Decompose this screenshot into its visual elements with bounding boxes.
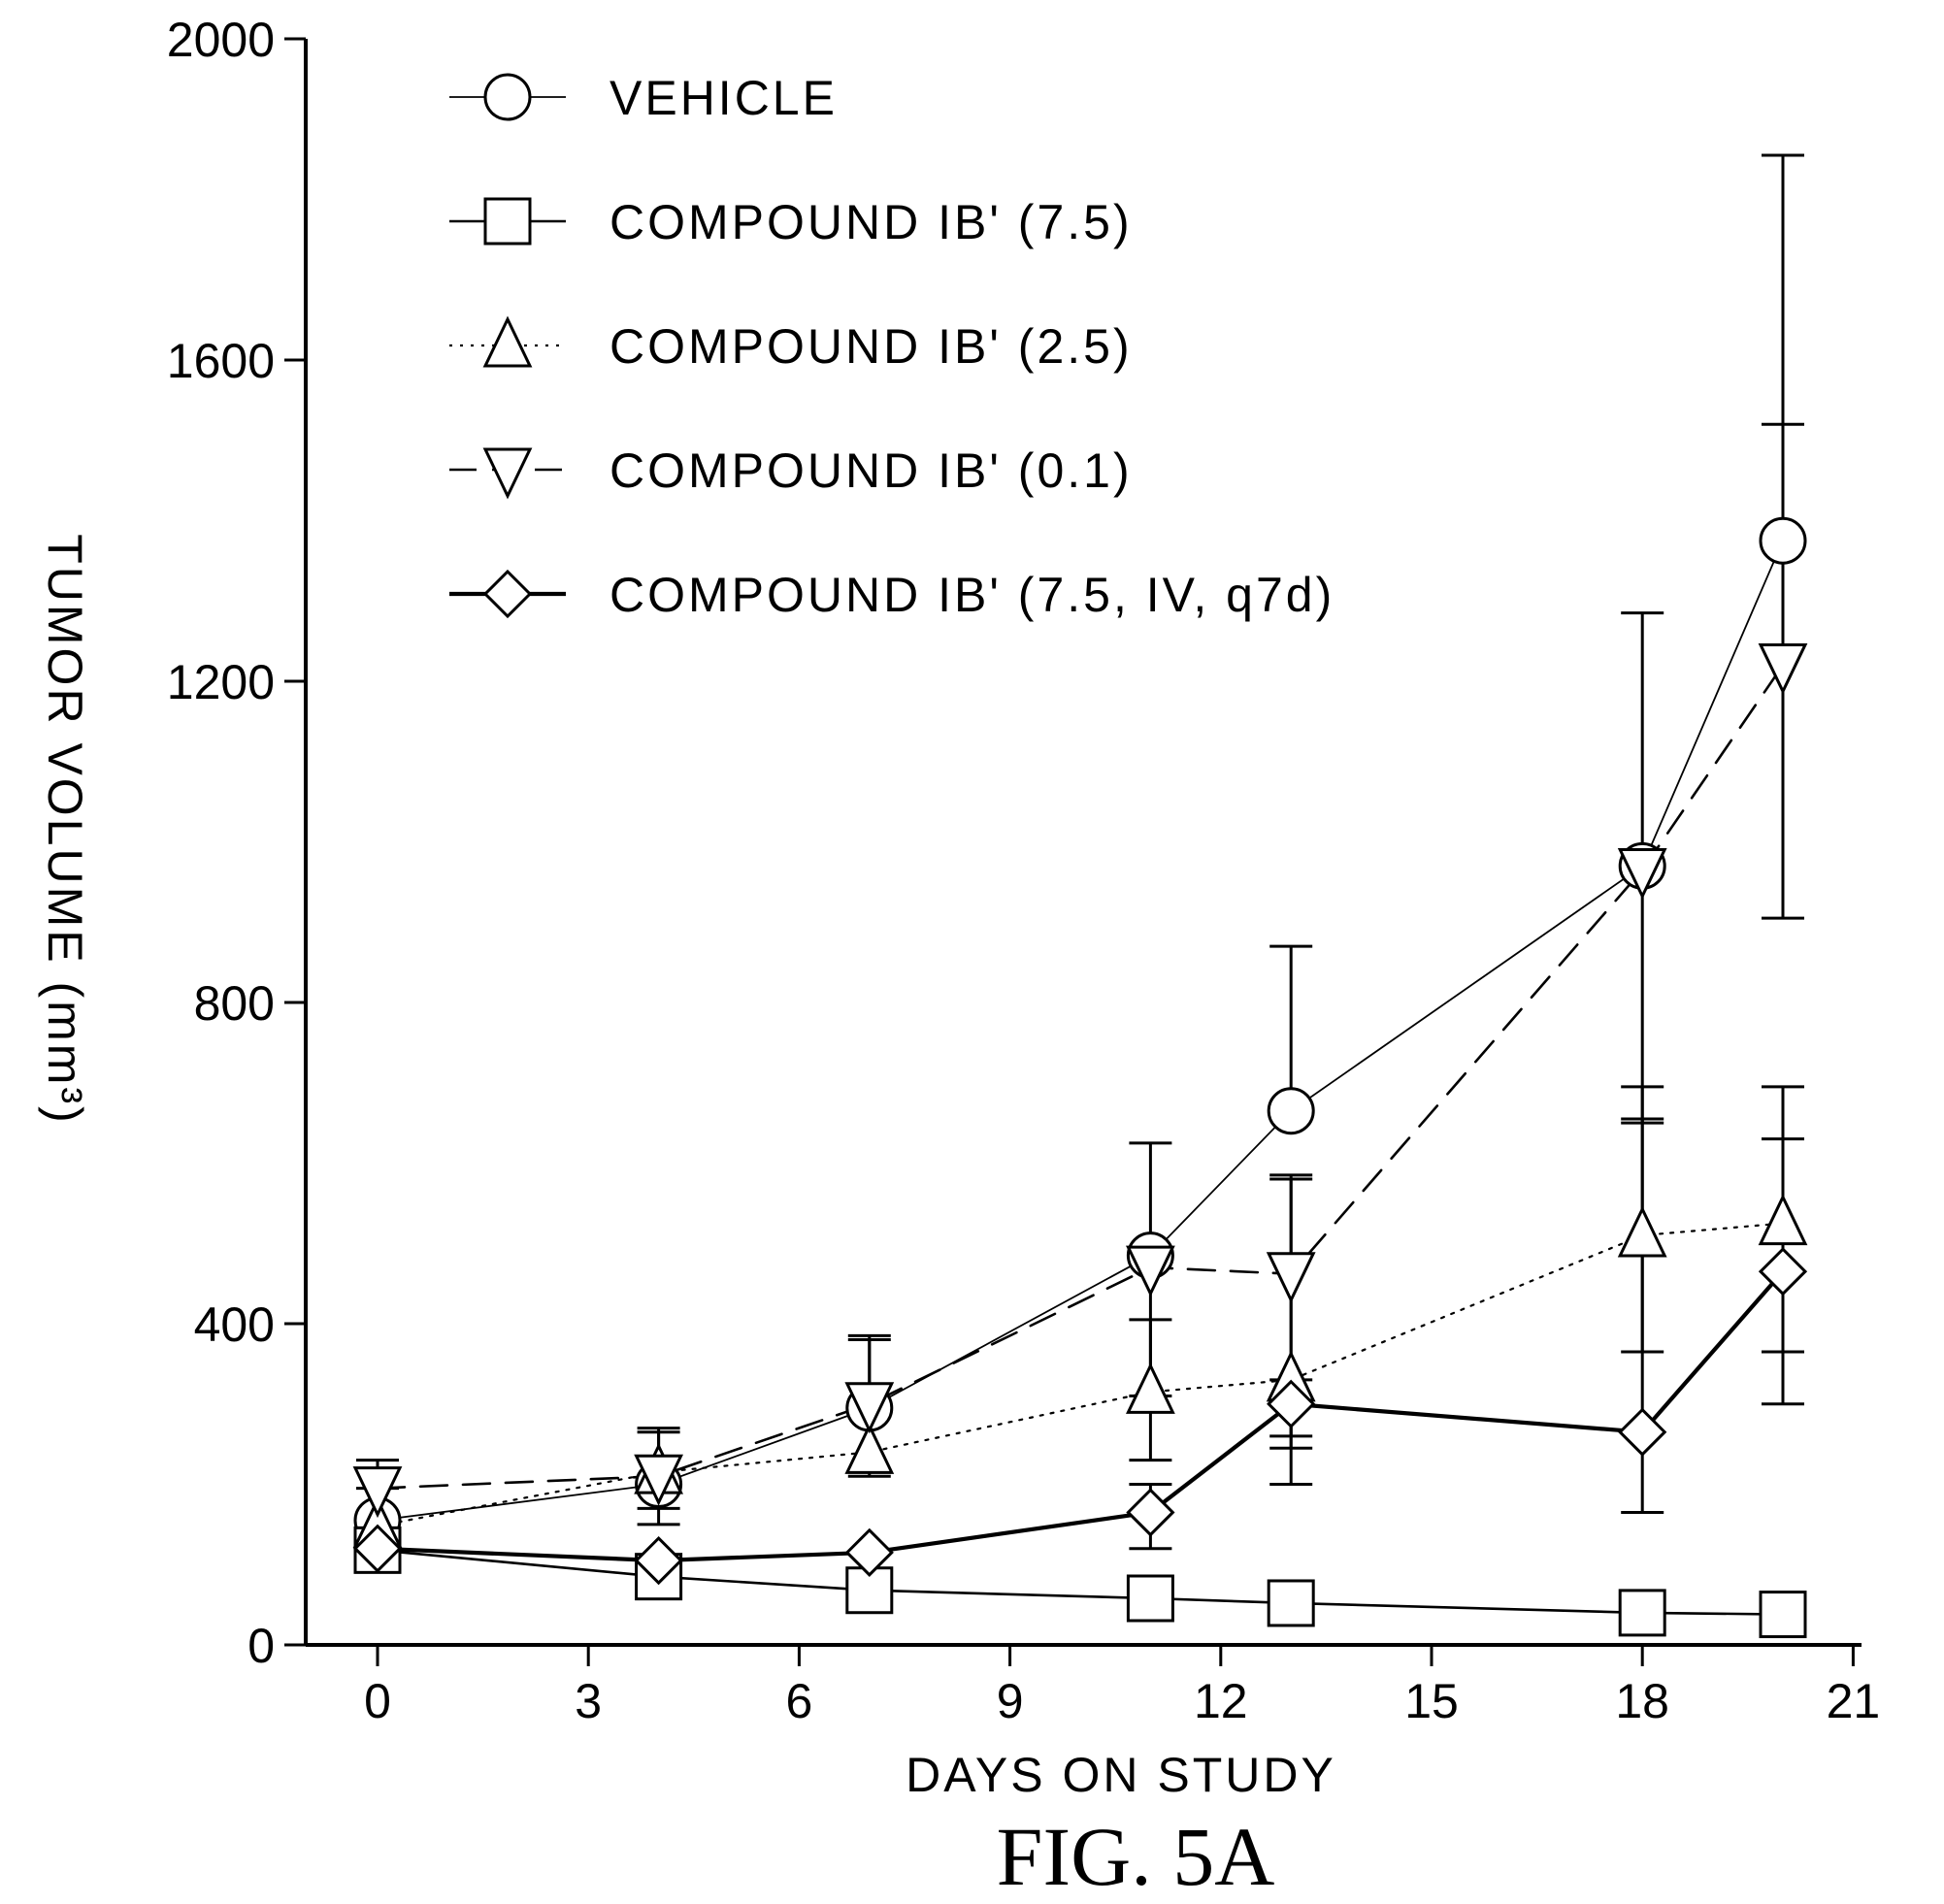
data-point-triangle-up [1758, 1194, 1808, 1246]
series-line [377, 540, 1784, 1522]
x-tick-label: 18 [1615, 1674, 1669, 1728]
figure-caption: FIG. 5A [997, 1810, 1275, 1899]
legend-marker-square [483, 197, 532, 246]
x-tick-label: 0 [364, 1674, 391, 1728]
legend-label: COMPOUND IB' (2.5) [610, 319, 1133, 374]
axes: 0 3 6 9 12 15 18 21 0 400 800 1200 1600 2000 [167, 13, 1880, 1728]
legend-marker-diamond [482, 569, 533, 619]
data-point-triangle-down [1617, 847, 1667, 900]
data-point-triangle-up [1617, 1205, 1667, 1258]
data-point-diamond [844, 1527, 894, 1577]
data-point-square [1267, 1579, 1315, 1627]
data-point-triangle-down [634, 1454, 683, 1506]
series-line [376, 1549, 1785, 1616]
legend-label: COMPOUND IB' (7.5, IV, q7d) [610, 568, 1334, 622]
series-line [375, 1269, 1786, 1563]
legend-marker-triangle-down [482, 447, 533, 500]
data-point-diamond [352, 1524, 403, 1573]
data-point-diamond [1267, 1379, 1316, 1428]
legend-label: COMPOUND IB' (7.5) [610, 195, 1133, 249]
x-tick-label: 9 [997, 1674, 1024, 1728]
x-tick-label: 6 [785, 1674, 812, 1728]
data-point-square [1618, 1589, 1666, 1637]
data-point-triangle-down [1266, 1252, 1316, 1304]
x-tick-label: 12 [1194, 1674, 1248, 1728]
data-point-triangle-down [1758, 642, 1808, 695]
y-tick-label: 1200 [167, 655, 275, 709]
data-point-square [1759, 1591, 1807, 1639]
data-point-triangle-down [352, 1466, 403, 1519]
plot-area [352, 153, 1808, 1639]
y-tick-label: 800 [194, 976, 275, 1031]
y-tick-label: 400 [194, 1297, 275, 1352]
data-point-diamond [1758, 1247, 1808, 1297]
x-tick-label: 15 [1404, 1674, 1459, 1728]
y-tick-label: 2000 [167, 13, 275, 67]
data-point-diamond [634, 1535, 683, 1586]
data-point-diamond [1618, 1407, 1667, 1457]
legend-label: COMPOUND IB' (0.1) [610, 443, 1133, 498]
data-point-diamond [1126, 1488, 1175, 1537]
y-axis-title: TUMOR VOLUME (mm³) [38, 534, 92, 1126]
data-point-circle [1759, 516, 1807, 565]
legend: VEHICLE COMPOUND IB' (7.5) COMPOUND IB' (2… [449, 71, 1334, 622]
x-tick-label: 21 [1827, 1674, 1881, 1728]
data-point-triangle-down [1126, 1245, 1175, 1297]
legend-marker-triangle-up [482, 315, 533, 368]
data-point-circle [1267, 1087, 1315, 1135]
legend-marker-circle [483, 73, 532, 121]
series-line [376, 664, 1785, 1490]
data-point-triangle-up [844, 1422, 895, 1474]
legend-label: VEHICLE [610, 71, 838, 125]
data-point-square [1126, 1574, 1174, 1623]
y-tick-label: 1600 [167, 334, 275, 388]
y-tick-label: 0 [247, 1619, 275, 1673]
series-line [376, 1222, 1785, 1527]
data-point-triangle-down [844, 1382, 895, 1434]
x-axis-title: DAYS ON STUDY [906, 1748, 1336, 1802]
x-tick-label: 3 [575, 1674, 602, 1728]
data-point-triangle-up [1126, 1362, 1175, 1414]
